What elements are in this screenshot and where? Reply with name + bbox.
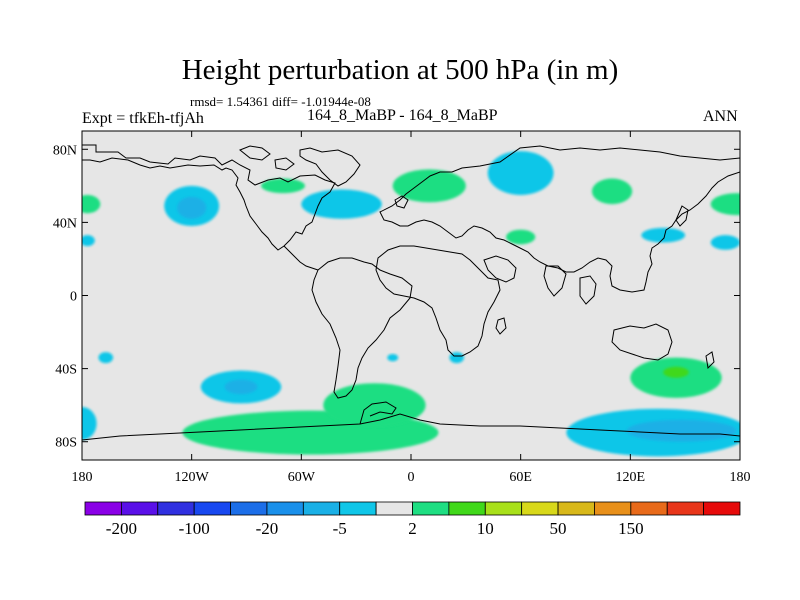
colorbar-swatch-0 bbox=[84, 501, 122, 516]
colorbar-swatch-5 bbox=[266, 501, 304, 516]
contour-region-15 bbox=[224, 379, 258, 395]
contour-region-12 bbox=[710, 235, 740, 250]
colorbar-label-4: 2 bbox=[408, 519, 417, 538]
colorbar-swatch-9 bbox=[412, 501, 450, 516]
colorbar-swatch-12 bbox=[521, 501, 559, 516]
colorbar-label-7: 150 bbox=[618, 519, 644, 538]
colorbar-label-1: -100 bbox=[179, 519, 210, 538]
x-tick-label-2: 60W bbox=[288, 470, 316, 485]
stats-text: rmsd= 1.54361 diff= -1.01944e-08 bbox=[190, 94, 371, 109]
contour-region-4 bbox=[301, 189, 382, 219]
colorbar-swatch-15 bbox=[630, 501, 668, 516]
colorbar-swatch-7 bbox=[339, 501, 377, 516]
contour-region-24 bbox=[82, 406, 97, 440]
colorbar-swatch-6 bbox=[302, 501, 341, 516]
x-tick-label-3: 0 bbox=[408, 470, 415, 485]
contour-region-18 bbox=[387, 353, 399, 362]
contour-region-13 bbox=[98, 352, 114, 364]
contour-region-8 bbox=[591, 178, 633, 205]
chart-title: Height perturbation at 500 hPa (in m) bbox=[181, 54, 619, 86]
experiment-label: Expt = tfkEh-tfjAh bbox=[82, 110, 204, 127]
colorbar-swatch-11 bbox=[484, 501, 523, 516]
x-tick-label-4: 60E bbox=[509, 470, 532, 485]
colorbar-swatch-4 bbox=[230, 501, 268, 516]
contour-region-17 bbox=[323, 383, 426, 428]
y-tick-label-3: 40S bbox=[55, 363, 77, 378]
contour-region-23 bbox=[626, 419, 737, 442]
colorbar-swatch-16 bbox=[666, 501, 705, 516]
contour-region-5 bbox=[261, 178, 305, 194]
y-tick-label-4: 80S bbox=[55, 436, 77, 451]
contour-region-3 bbox=[82, 235, 95, 247]
y-tick-label-2: 0 bbox=[70, 290, 77, 305]
contour-region-20 bbox=[630, 357, 722, 398]
contour-region-10 bbox=[506, 229, 536, 245]
x-tick-label-6: 180 bbox=[730, 470, 751, 485]
y-tick-label-0: 80N bbox=[53, 143, 77, 158]
coastline-outlines bbox=[82, 144, 740, 441]
colorbar-label-0: -200 bbox=[106, 519, 137, 538]
colorbar-swatch-8 bbox=[375, 501, 413, 516]
season-label: ANN bbox=[703, 108, 738, 125]
contour-region-9 bbox=[710, 193, 740, 216]
colorbar-label-6: 50 bbox=[550, 519, 567, 538]
contour-region-6 bbox=[392, 169, 466, 203]
colorbar-swatch-1 bbox=[120, 501, 159, 516]
colorbar-swatch-2 bbox=[157, 501, 195, 516]
x-tick-label-5: 120E bbox=[616, 470, 646, 485]
contour-region-7 bbox=[487, 151, 554, 195]
colorbar-label-5: 10 bbox=[477, 519, 494, 538]
colorbar-label-3: -5 bbox=[333, 519, 347, 538]
x-tick-label-1: 120W bbox=[175, 470, 210, 485]
colorbar-swatch-17 bbox=[703, 501, 741, 516]
contour-region-11 bbox=[641, 227, 686, 243]
colorbar-swatch-13 bbox=[557, 501, 595, 516]
colorbar-swatch-10 bbox=[448, 501, 486, 516]
contour-region-2 bbox=[82, 194, 101, 214]
colorbar-label-2: -20 bbox=[256, 519, 279, 538]
comparison-label: 164_8_MaBP - 164_8_MaBP bbox=[307, 107, 498, 124]
contour-region-21 bbox=[663, 366, 689, 378]
colorbar-swatch-3 bbox=[193, 501, 231, 516]
x-tick-label-0: 180 bbox=[72, 470, 93, 485]
colorbar-swatch-14 bbox=[594, 501, 632, 516]
contour-region-1 bbox=[177, 196, 207, 219]
y-tick-label-1: 40N bbox=[53, 216, 77, 231]
